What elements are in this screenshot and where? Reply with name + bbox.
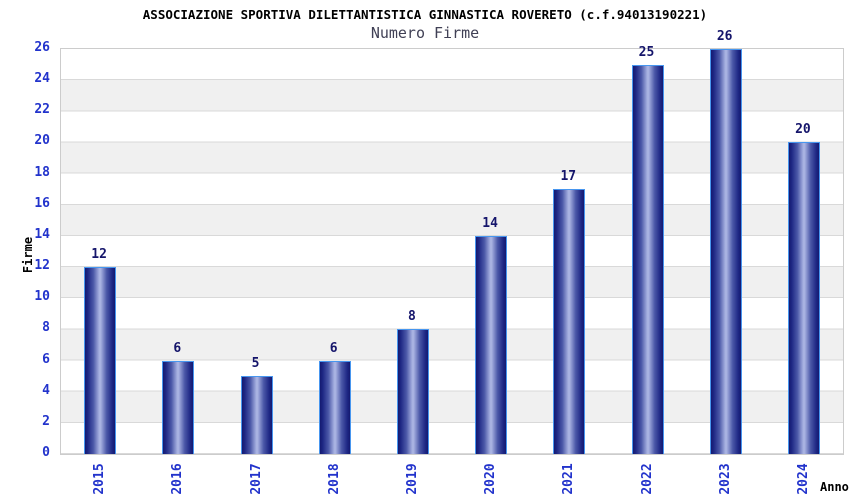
- bar-2018: [318, 360, 351, 454]
- y-tick-label: 0: [42, 445, 50, 460]
- bar-value-label: 25: [638, 44, 655, 60]
- x-axis-title: Anno: [820, 480, 849, 494]
- x-tick-label: 2020: [482, 463, 498, 495]
- bar-2015: [84, 267, 117, 454]
- y-tick-label: 20: [34, 133, 50, 149]
- bar-value-label: 6: [329, 340, 338, 356]
- bar-value-label: 6: [173, 340, 182, 356]
- bar-2019: [396, 329, 429, 454]
- y-tick-label: 16: [34, 195, 50, 211]
- bar-2020: [475, 235, 508, 454]
- bar-value-label: 20: [795, 122, 811, 138]
- x-tick-label: 2022: [639, 463, 654, 495]
- plot-area: [60, 48, 844, 455]
- bar-2017: [240, 376, 273, 454]
- bar-value-label: 26: [716, 29, 733, 44]
- bar-value-label: 17: [560, 169, 577, 185]
- y-tick-label: 6: [42, 351, 50, 367]
- y-tick-label: 8: [42, 320, 50, 336]
- y-tick-label: 10: [34, 289, 50, 305]
- chart-title: ASSOCIAZIONE SPORTIVA DILETTANTISTICA GI…: [142, 7, 708, 22]
- y-tick-label: 22: [34, 102, 50, 118]
- bar-2022: [631, 64, 664, 454]
- y-tick-label: 4: [42, 382, 50, 398]
- bar-2016: [162, 360, 195, 454]
- y-tick-label: 26: [34, 40, 50, 55]
- x-tick-label: 2019: [404, 463, 420, 495]
- bar-2024: [787, 142, 820, 454]
- x-tick-label: 2021: [560, 463, 576, 495]
- bar-2021: [553, 189, 586, 454]
- bar-value-label: 14: [482, 215, 498, 231]
- y-tick-label: 24: [34, 71, 50, 87]
- bar-value-label: 5: [251, 356, 260, 372]
- y-tick-label: 2: [42, 413, 50, 429]
- x-tick-label: 2017: [248, 463, 263, 495]
- y-tick-label: 12: [34, 258, 50, 274]
- x-tick-label: 2016: [169, 463, 185, 495]
- bar-2023: [709, 49, 742, 454]
- y-tick-label: 18: [34, 164, 50, 180]
- y-tick-label: 14: [34, 226, 50, 242]
- x-tick-label: 2015: [91, 463, 107, 495]
- x-tick-label: 2018: [326, 463, 342, 495]
- bar-value-label: 8: [407, 309, 416, 325]
- chart-subtitle: Numero Firme: [370, 24, 480, 42]
- x-tick-label: 2024: [795, 463, 811, 495]
- x-tick-label: 2023: [717, 463, 733, 495]
- bar-value-label: 12: [91, 247, 107, 263]
